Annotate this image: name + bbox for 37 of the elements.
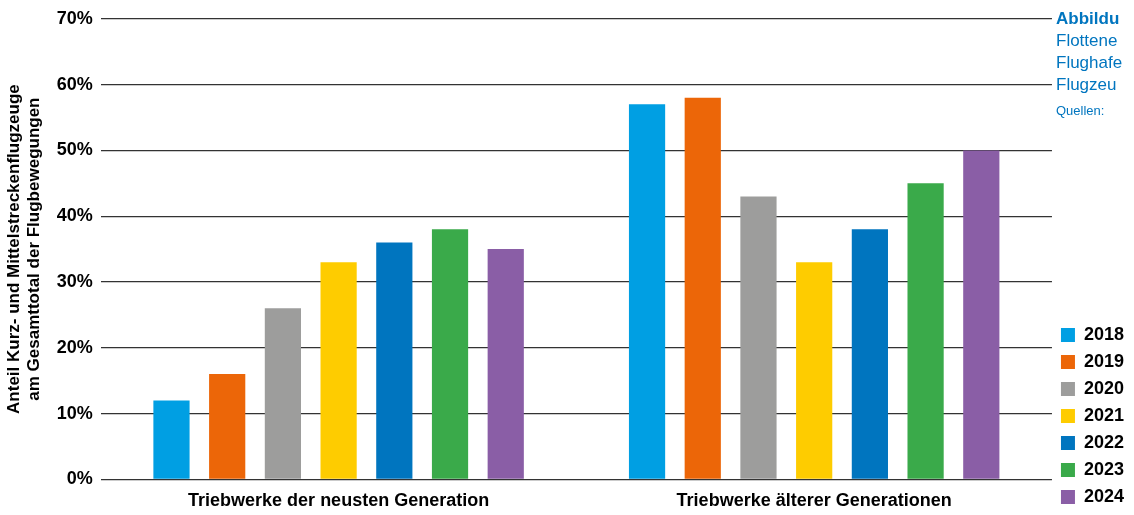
y-tick-label: 70%: [56, 7, 93, 28]
y-tick-label: 30%: [56, 270, 93, 291]
bar: [209, 374, 246, 479]
bar: [684, 97, 721, 479]
text: Flughafe: [1056, 52, 1123, 74]
legend-label: 2018: [1083, 323, 1124, 344]
source-note: Quellen:: [1056, 102, 1106, 120]
bar: [487, 249, 524, 479]
text: Flottene: [1056, 30, 1119, 52]
legend-label: 2019: [1083, 350, 1124, 371]
y-tick-label: 0%: [66, 468, 93, 489]
text: Flugzeu: [1056, 74, 1118, 96]
bar: [740, 196, 777, 479]
bar: [320, 262, 357, 479]
bar: [628, 104, 666, 479]
legend-label: 2023: [1083, 458, 1124, 479]
bar: [963, 150, 1000, 479]
y-axis-title: Anteil Kurz- und Mittelstreckenflugzeuge am Gesamttotal der Flugbewegungen: [3, 84, 44, 414]
bar: [796, 262, 833, 479]
y-tick-label: 10%: [56, 402, 93, 423]
legend-label: 2021: [1083, 404, 1124, 425]
bar: [376, 242, 413, 479]
bar: [907, 183, 944, 479]
bar: [851, 229, 888, 479]
legend-label: 2022: [1083, 431, 1124, 452]
legend-label: 2020: [1083, 377, 1124, 398]
bar: [431, 229, 469, 479]
bar: [153, 400, 190, 479]
text: Abbildu: [1056, 8, 1121, 30]
y-tick-label: 20%: [56, 336, 93, 357]
bar: [264, 308, 302, 479]
x-tick-label: Triebwerke älterer Generationen: [676, 490, 952, 511]
y-tick-label: 60%: [56, 73, 93, 94]
y-tick-label: 50%: [56, 139, 93, 160]
legend-label: 2024: [1083, 485, 1124, 506]
y-tick-label: 40%: [56, 205, 93, 226]
x-tick-label: Triebwerke der neusten Generation: [188, 490, 490, 511]
